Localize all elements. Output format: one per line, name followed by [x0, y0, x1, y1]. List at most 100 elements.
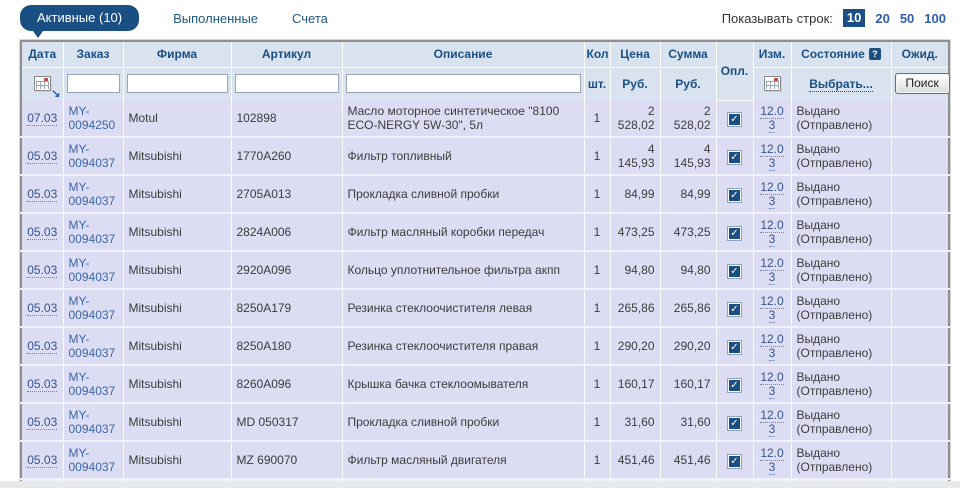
date-filter-cell: ↘ — [20, 67, 63, 100]
description-filter-input[interactable] — [345, 74, 581, 94]
row-sum: 265,86 — [659, 289, 716, 328]
table-row: 05.03 MY-0094037 Mitsubishi MD 050317 Пр… — [20, 403, 949, 442]
row-changed-link[interactable]: 12.03 — [760, 294, 784, 323]
row-changed-link[interactable]: 12.03 — [760, 256, 784, 285]
row-changed-link[interactable]: 12.03 — [760, 408, 784, 437]
search-button[interactable]: Поиск — [894, 73, 950, 95]
paid-checkbox[interactable]: ✓ — [727, 453, 742, 469]
row-order-link[interactable]: MY-0094037 — [68, 294, 116, 322]
rows-per-page-100[interactable]: 100 — [924, 10, 946, 26]
row-order-link[interactable]: MY-0094037 — [68, 218, 116, 246]
row-date-link[interactable]: 05.03 — [27, 377, 58, 392]
row-waiting — [890, 213, 949, 252]
paid-checkbox[interactable]: ✓ — [727, 111, 742, 127]
row-changed-link[interactable]: 12.03 — [760, 446, 784, 475]
paid-checkbox[interactable]: ✓ — [727, 149, 742, 165]
row-date-link[interactable]: 05.03 — [27, 339, 58, 354]
row-qty: 1 — [583, 403, 610, 442]
row-changed-link[interactable]: 12.03 — [760, 218, 784, 247]
row-date-link[interactable]: 05.03 — [27, 263, 58, 278]
row-price: 84,99 — [609, 175, 660, 214]
row-order-link[interactable]: MY-0094037 — [68, 180, 116, 208]
paid-checkbox[interactable]: ✓ — [727, 415, 742, 431]
row-status-line2: (Отправлено) — [796, 422, 873, 436]
table-row: 05.03 MY-0094037 Mitsubishi 8260A096 Кры… — [20, 365, 949, 404]
row-firm: Mitsubishi — [122, 289, 231, 328]
col-header-order: Заказ — [62, 41, 123, 68]
row-waiting — [890, 327, 949, 366]
row-status-line2: (Отправлено) — [796, 346, 873, 360]
firm-filter-input[interactable] — [126, 74, 228, 94]
paid-checkbox[interactable]: ✓ — [727, 225, 742, 241]
paid-checkbox[interactable]: ✓ — [727, 263, 742, 279]
row-date-link[interactable]: 05.03 — [27, 301, 58, 316]
row-date-link[interactable]: 05.03 — [27, 453, 58, 468]
col-header-description: Описание — [341, 41, 584, 68]
row-order-link[interactable]: MY-0094037 — [68, 332, 116, 360]
row-status-line2: (Отправлено) — [796, 232, 873, 246]
col-header-sum: Сумма — [659, 41, 716, 68]
calendar-icon[interactable] — [33, 76, 51, 92]
row-status-line2: (Отправлено) — [796, 118, 873, 132]
tab-completed[interactable]: Выполненные — [173, 10, 259, 26]
article-filter-input[interactable] — [234, 74, 339, 94]
paid-checkbox[interactable]: ✓ — [727, 377, 742, 393]
status-help-icon[interactable]: ? — [868, 48, 881, 61]
row-date-link[interactable]: 05.03 — [27, 187, 58, 202]
table-row: 05.03 MY-0094037 Mitsubishi 2705A013 Про… — [20, 175, 949, 214]
row-article: 8250A179 — [230, 289, 342, 328]
row-changed-link[interactable]: 12.03 — [760, 142, 784, 171]
row-article: 2920A096 — [230, 251, 342, 290]
rows-per-page-10[interactable]: 10 — [842, 9, 866, 27]
row-date-link[interactable]: 05.03 — [27, 225, 58, 240]
row-changed-link[interactable]: 12.03 — [760, 104, 784, 133]
row-changed-link[interactable]: 12.03 — [760, 332, 784, 361]
row-sum: 31,60 — [659, 403, 716, 442]
row-changed-link[interactable]: 12.03 — [760, 180, 784, 209]
col-header-date[interactable]: Дата — [20, 41, 63, 68]
row-description: Крышка бачка стеклоомывателя — [341, 365, 584, 404]
order-filter-input[interactable] — [66, 74, 120, 94]
rows-per-page-20[interactable]: 20 — [875, 10, 890, 26]
row-description: Фильтр топливный — [341, 137, 584, 176]
row-date-link[interactable]: 05.03 — [27, 415, 58, 430]
calendar-icon[interactable] — [763, 76, 781, 92]
row-date-link[interactable]: 05.03 — [27, 149, 58, 164]
row-sum: 451,46 — [659, 441, 716, 480]
tab-bar: Активные (10) Выполненные Счета — [20, 5, 946, 38]
row-order-link[interactable]: MY-0094037 — [68, 446, 116, 474]
row-order-link[interactable]: MY-0094037 — [68, 256, 116, 284]
row-article: 2824A006 — [230, 213, 342, 252]
filter-row: ↘ шт. Руб. Руб. Выбрать... Поиск — [20, 67, 950, 100]
row-date-link[interactable]: 07.03 — [27, 111, 58, 126]
row-order-link[interactable]: MY-0094037 — [68, 142, 116, 170]
top-bar: Активные (10) Выполненные Счета Показыва… — [20, 5, 946, 38]
row-sum: 4 145,93 — [659, 137, 716, 176]
rows-per-page-50[interactable]: 50 — [899, 10, 915, 26]
row-qty: 1 — [583, 137, 610, 176]
row-status-line1: Выдано — [796, 142, 841, 156]
col-header-status-label: Состояние — [801, 47, 865, 62]
row-order-link[interactable]: MY-0094250 — [68, 104, 116, 132]
row-firm: Mitsubishi — [122, 137, 231, 176]
description-filter-cell — [341, 67, 584, 100]
row-waiting — [890, 441, 949, 480]
row-qty: 1 — [583, 327, 610, 366]
paid-checkbox[interactable]: ✓ — [727, 339, 742, 355]
col-header-waiting: Ожид. — [890, 41, 949, 68]
row-changed-link[interactable]: 12.03 — [760, 370, 784, 399]
row-article: 102898 — [230, 100, 342, 138]
row-order-link[interactable]: MY-0094037 — [68, 370, 116, 398]
row-order-link[interactable]: MY-0094037 — [68, 408, 116, 436]
firm-filter-cell — [122, 67, 231, 100]
row-qty: 1 — [583, 289, 610, 328]
status-choose-link[interactable]: Выбрать... — [809, 76, 873, 92]
paid-checkbox[interactable]: ✓ — [727, 187, 742, 203]
tab-invoices[interactable]: Счета — [292, 10, 328, 26]
tab-active-orders[interactable]: Активные (10) — [20, 5, 140, 38]
paid-checkbox[interactable]: ✓ — [727, 301, 742, 317]
table-row: 05.03 MY-0094037 Mitsubishi MZ 690070 Фи… — [20, 441, 949, 480]
row-article: 2705A013 — [230, 175, 342, 214]
row-status-line2: (Отправлено) — [796, 460, 873, 474]
row-qty: 1 — [583, 251, 610, 290]
